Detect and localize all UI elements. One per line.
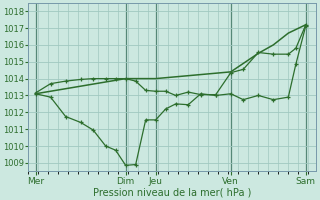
- X-axis label: Pression niveau de la mer( hPa ): Pression niveau de la mer( hPa ): [93, 187, 251, 197]
